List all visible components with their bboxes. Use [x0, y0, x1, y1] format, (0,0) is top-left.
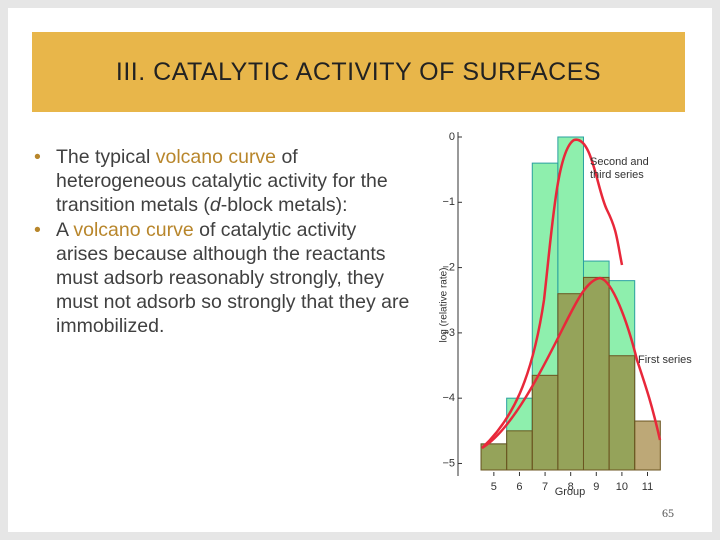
bar — [557, 293, 584, 471]
bullet-text: of heterogeneous catalytic activity for … — [56, 146, 388, 217]
x-tick-label: 9 — [593, 481, 599, 493]
page-number: 65 — [662, 506, 674, 520]
bar — [634, 420, 661, 471]
bar — [582, 276, 610, 471]
y-tick-label: −4 — [442, 392, 455, 404]
series-label: Second and third series — [590, 156, 649, 181]
bar — [506, 430, 533, 471]
volcano-curve — [481, 276, 662, 450]
chart: log (relative rate) Group 0 −1 −2 −3 −4 −5 5 6 7… — [432, 130, 700, 500]
bullet-text: volcano curve — [155, 146, 277, 168]
y-tick-label: −3 — [442, 327, 455, 339]
bullet-text: d — [209, 194, 221, 217]
bullet-text: volcano curve — [73, 218, 194, 241]
y-tick-label: −5 — [442, 457, 455, 469]
x-tick-label: 8 — [568, 481, 574, 493]
y-tick-label: −2 — [442, 261, 455, 273]
x-tick-label: 10 — [616, 481, 628, 493]
bullet-text: -block metals): — [220, 194, 348, 217]
bullet: A volcano curve of catalytic activity ar… — [30, 218, 410, 339]
x-axis-label: Group — [555, 486, 586, 498]
y-tick-label: −1 — [442, 196, 455, 208]
x-tick-label: 6 — [516, 481, 522, 493]
volcano-curve — [481, 138, 624, 449]
bar — [480, 443, 508, 471]
y-axis-label: log (relative rate) — [439, 267, 450, 342]
bullet-text: The typical — [56, 146, 156, 168]
x-tick-label: 5 — [491, 481, 497, 493]
bullet: The typical volcano curve of heterogeneo… — [30, 145, 410, 218]
series-label: First series — [638, 354, 692, 366]
y-tick-label: 0 — [449, 131, 455, 143]
slide-title: III. CATALYTIC ACTIVITY OF SURFACES — [32, 32, 685, 112]
bullet-text: A — [56, 218, 74, 241]
bar — [531, 374, 559, 471]
bar — [608, 355, 636, 471]
x-tick-label: 7 — [542, 481, 548, 493]
bullet-text: of catalytic activity arises because alt… — [56, 218, 410, 338]
bullet-list: The typical volcano curve of heterogeneo… — [30, 145, 410, 339]
x-tick-label: 11 — [642, 481, 653, 493]
